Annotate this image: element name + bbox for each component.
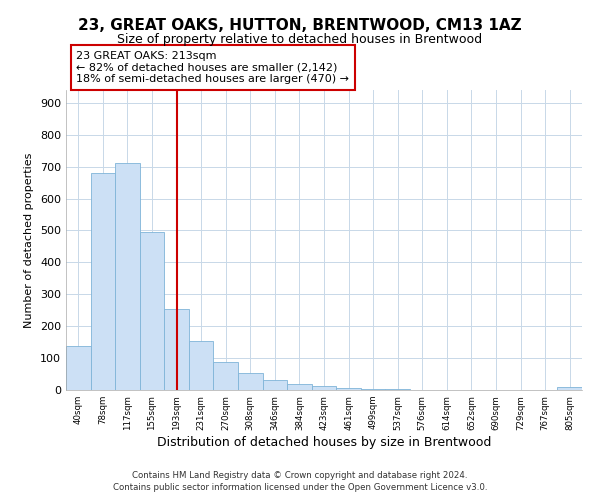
Bar bbox=[312, 386, 336, 390]
Bar bbox=[189, 340, 214, 390]
Bar bbox=[361, 389, 385, 390]
Bar bbox=[115, 164, 140, 390]
Y-axis label: Number of detached properties: Number of detached properties bbox=[25, 152, 34, 328]
Bar bbox=[91, 173, 115, 390]
Bar bbox=[140, 232, 164, 390]
Bar bbox=[214, 362, 238, 390]
Bar bbox=[336, 388, 361, 390]
Text: Contains public sector information licensed under the Open Government Licence v3: Contains public sector information licen… bbox=[113, 483, 487, 492]
Text: 23 GREAT OAKS: 213sqm
← 82% of detached houses are smaller (2,142)
18% of semi-d: 23 GREAT OAKS: 213sqm ← 82% of detached … bbox=[76, 51, 349, 84]
Text: Distribution of detached houses by size in Brentwood: Distribution of detached houses by size … bbox=[157, 436, 491, 449]
Bar bbox=[263, 380, 287, 390]
Bar bbox=[238, 374, 263, 390]
Text: Size of property relative to detached houses in Brentwood: Size of property relative to detached ho… bbox=[118, 32, 482, 46]
Text: 23, GREAT OAKS, HUTTON, BRENTWOOD, CM13 1AZ: 23, GREAT OAKS, HUTTON, BRENTWOOD, CM13 … bbox=[78, 18, 522, 32]
Bar bbox=[287, 384, 312, 390]
Text: Contains HM Land Registry data © Crown copyright and database right 2024.: Contains HM Land Registry data © Crown c… bbox=[132, 472, 468, 480]
Bar bbox=[164, 308, 189, 390]
Bar bbox=[557, 388, 582, 390]
Bar bbox=[66, 346, 91, 390]
